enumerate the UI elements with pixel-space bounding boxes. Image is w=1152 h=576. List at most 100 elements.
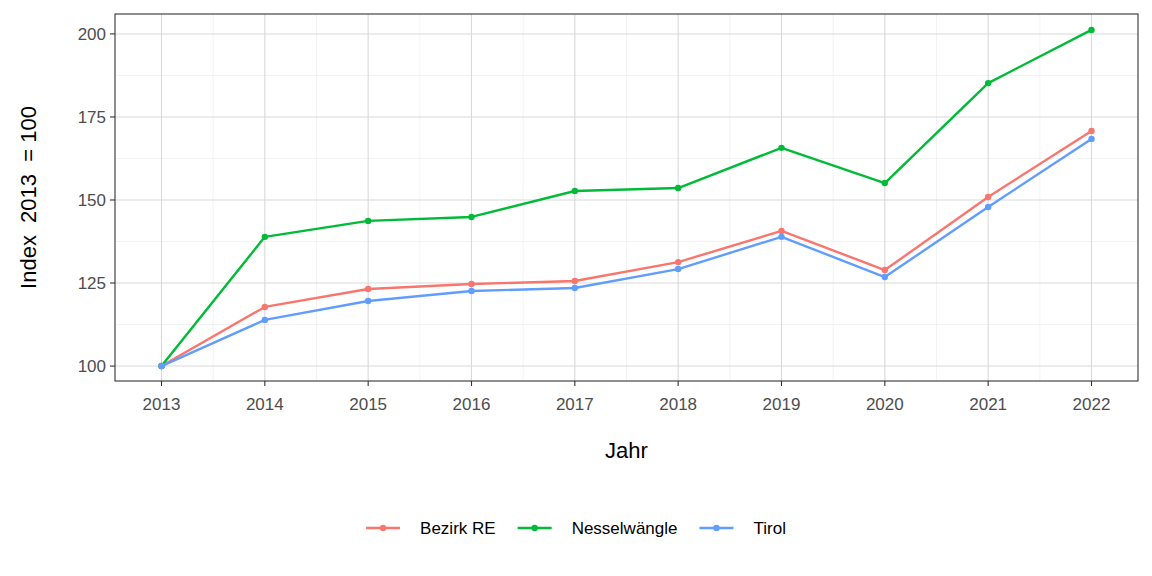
x-tick-label: 2018 xyxy=(659,395,697,414)
legend-label: Bezirk RE xyxy=(420,519,496,538)
minor-grid-line xyxy=(419,14,420,381)
x-tick-label: 2019 xyxy=(763,395,801,414)
legend-item: Tirol xyxy=(699,519,785,538)
point xyxy=(675,259,681,265)
point xyxy=(675,266,681,272)
point xyxy=(1088,128,1094,134)
point xyxy=(778,234,784,240)
point xyxy=(158,363,164,369)
point xyxy=(882,267,888,273)
tick xyxy=(161,381,162,386)
x-tick-label: 2022 xyxy=(1073,395,1111,414)
minor-grid-line xyxy=(1039,14,1040,381)
minor-grid-line xyxy=(833,14,834,381)
point xyxy=(365,218,371,224)
tick xyxy=(264,381,265,386)
point xyxy=(158,363,164,369)
chart: 100 125 150 175 200 2013 2014 2015 2016 2017 2018 2… xyxy=(0,0,1152,576)
point xyxy=(572,188,578,194)
point xyxy=(778,145,784,151)
series-line xyxy=(162,131,1092,366)
point xyxy=(572,285,578,291)
y-tick-label: 100 xyxy=(78,357,106,376)
point xyxy=(675,185,681,191)
minor-grid-line xyxy=(316,14,317,381)
point xyxy=(262,234,268,240)
point xyxy=(1088,136,1094,142)
tick xyxy=(781,381,782,386)
x-tick-label: 2021 xyxy=(969,395,1007,414)
data xyxy=(158,27,1094,370)
legend-label: Nesselwängle xyxy=(572,519,678,538)
point xyxy=(262,304,268,310)
plot-background xyxy=(115,14,1138,381)
point xyxy=(882,274,888,280)
minor-grid-line xyxy=(626,14,627,381)
grid-line xyxy=(574,14,575,381)
point xyxy=(882,180,888,186)
grid-line xyxy=(1091,14,1092,381)
point xyxy=(572,278,578,284)
point xyxy=(262,317,268,323)
tick xyxy=(110,282,115,283)
legend-item: Bezirk RE xyxy=(366,519,496,538)
tick xyxy=(988,381,989,386)
y-axis-title: Index 2013 = 100 xyxy=(16,106,41,289)
series-line xyxy=(162,30,1092,366)
grid-line xyxy=(264,14,265,381)
minor-grid-line xyxy=(523,14,524,381)
tick xyxy=(110,33,115,34)
legend-key-point xyxy=(531,525,537,531)
series-line xyxy=(162,139,1092,366)
y-tick-label: 200 xyxy=(78,25,106,44)
x-axis-title: Jahr xyxy=(605,438,648,463)
grid xyxy=(115,14,1138,381)
minor-grid-line xyxy=(213,14,214,381)
x-tick-label: 2013 xyxy=(143,395,181,414)
grid-line xyxy=(115,116,1138,117)
x-tick-label: 2016 xyxy=(453,395,491,414)
grid-line xyxy=(678,14,679,381)
grid-line xyxy=(471,14,472,381)
tick xyxy=(110,366,115,367)
grid-line xyxy=(161,14,162,381)
point xyxy=(778,228,784,234)
grid-line xyxy=(115,366,1138,367)
point xyxy=(468,288,474,294)
point xyxy=(985,80,991,86)
x-tick-label: 2015 xyxy=(349,395,387,414)
grid-line xyxy=(115,282,1138,283)
y-tick-label: 125 xyxy=(78,274,106,293)
tick xyxy=(110,199,115,200)
point xyxy=(158,363,164,369)
tick xyxy=(368,381,369,386)
grid-line xyxy=(115,33,1138,34)
grid-line xyxy=(781,14,782,381)
point xyxy=(985,204,991,210)
minor-grid-line xyxy=(936,14,937,381)
x-tick-label: 2014 xyxy=(246,395,284,414)
plot-frame xyxy=(115,14,1138,381)
grid-line xyxy=(368,14,369,381)
point xyxy=(1088,27,1094,33)
legend-label: Tirol xyxy=(753,519,785,538)
point xyxy=(468,214,474,220)
grid-line xyxy=(884,14,885,381)
tick xyxy=(574,381,575,386)
minor-grid-line xyxy=(729,14,730,381)
point xyxy=(365,298,371,304)
tick xyxy=(471,381,472,386)
tick xyxy=(678,381,679,386)
y-tick-label: 150 xyxy=(78,191,106,210)
tick xyxy=(110,116,115,117)
legend: Bezirk RE Nesselwängle Tirol xyxy=(366,519,786,538)
legend-key-point xyxy=(380,525,386,531)
tick xyxy=(1091,381,1092,386)
x-tick-label: 2017 xyxy=(556,395,594,414)
legend-item: Nesselwängle xyxy=(518,519,678,538)
point xyxy=(985,194,991,200)
point xyxy=(468,281,474,287)
y-tick-label: 175 xyxy=(78,108,106,127)
point xyxy=(365,286,371,292)
axes: 100 125 150 175 200 2013 2014 2015 2016 2017 2018 2… xyxy=(78,25,1111,414)
